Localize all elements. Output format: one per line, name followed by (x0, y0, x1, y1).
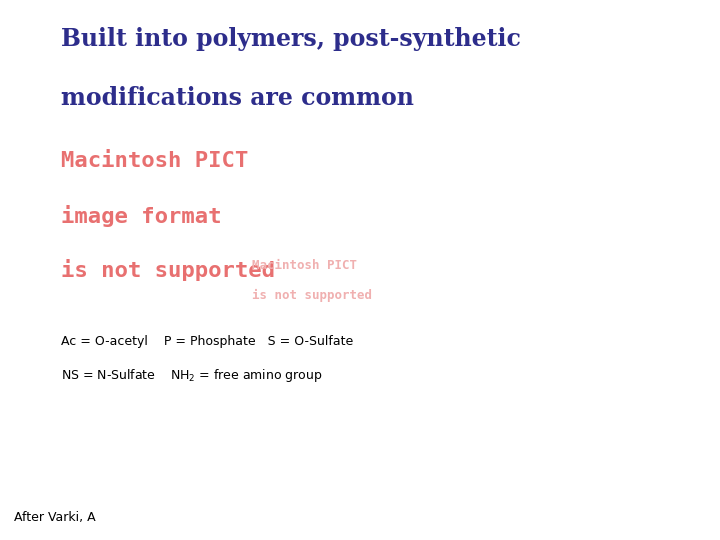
Text: NS = N-Sulfate    NH$_2$ = free amino group: NS = N-Sulfate NH$_2$ = free amino group (61, 367, 323, 384)
Text: image format: image format (61, 205, 222, 227)
Text: Built into polymers, post-synthetic: Built into polymers, post-synthetic (61, 27, 521, 51)
Text: is not supported: is not supported (61, 259, 275, 281)
Text: Macintosh PICT: Macintosh PICT (252, 259, 357, 272)
Text: is not supported: is not supported (252, 289, 372, 302)
Text: Ac = O-acetyl    P = Phosphate   S = O-Sulfate: Ac = O-acetyl P = Phosphate S = O-Sulfat… (61, 335, 354, 348)
Text: After Varki, A: After Varki, A (14, 511, 96, 524)
Text: modifications are common: modifications are common (61, 86, 414, 110)
Text: Macintosh PICT: Macintosh PICT (61, 151, 248, 171)
